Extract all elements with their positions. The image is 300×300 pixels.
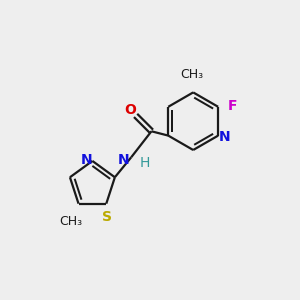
- Text: N: N: [80, 153, 92, 167]
- Text: CH₃: CH₃: [180, 68, 203, 82]
- Text: N: N: [219, 130, 230, 144]
- Text: N: N: [117, 152, 129, 167]
- Text: H: H: [139, 156, 150, 170]
- Text: F: F: [227, 99, 237, 113]
- Text: CH₃: CH₃: [59, 214, 82, 228]
- Text: S: S: [102, 210, 112, 224]
- Text: O: O: [124, 103, 136, 117]
